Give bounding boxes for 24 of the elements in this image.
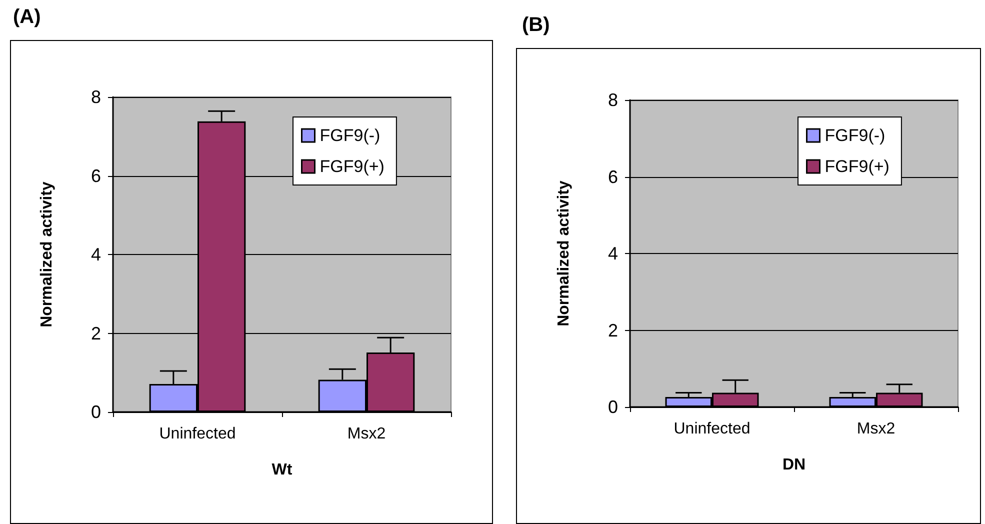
y-tick-label: 4 <box>608 244 618 264</box>
y-tick-label: 2 <box>608 320 618 340</box>
y-tick-label: 6 <box>608 166 618 187</box>
legend-label: FGF9(+) <box>824 157 890 176</box>
legend-label: FGF9(-) <box>320 126 380 145</box>
x-tick-label: Uninfected <box>674 420 750 438</box>
y-tick-label: 2 <box>90 323 101 344</box>
x-axis-title: DN <box>782 456 806 474</box>
x-tick-label: Msx2 <box>347 426 386 442</box>
x-tick-label: Msx2 <box>856 420 896 438</box>
y-tick-label: 8 <box>90 87 101 107</box>
x-axis-title: Wt <box>272 462 293 478</box>
y-tick-label: 6 <box>90 166 101 186</box>
chart-title: (A) <box>13 6 41 28</box>
y-tick-label: 8 <box>608 90 618 110</box>
y-tick-label: 4 <box>90 244 101 264</box>
legend-label: FGF9(-) <box>824 126 886 145</box>
legend-label: FGF9(+) <box>320 157 384 176</box>
y-axis-title: Normalized activity <box>38 181 56 328</box>
y-axis-title: Normalized activity <box>556 180 572 326</box>
x-tick-label: Uninfected <box>159 426 236 442</box>
y-tick-label: 0 <box>90 402 101 422</box>
y-tick-label: 0 <box>608 397 618 417</box>
chart-title: (B) <box>522 14 550 36</box>
